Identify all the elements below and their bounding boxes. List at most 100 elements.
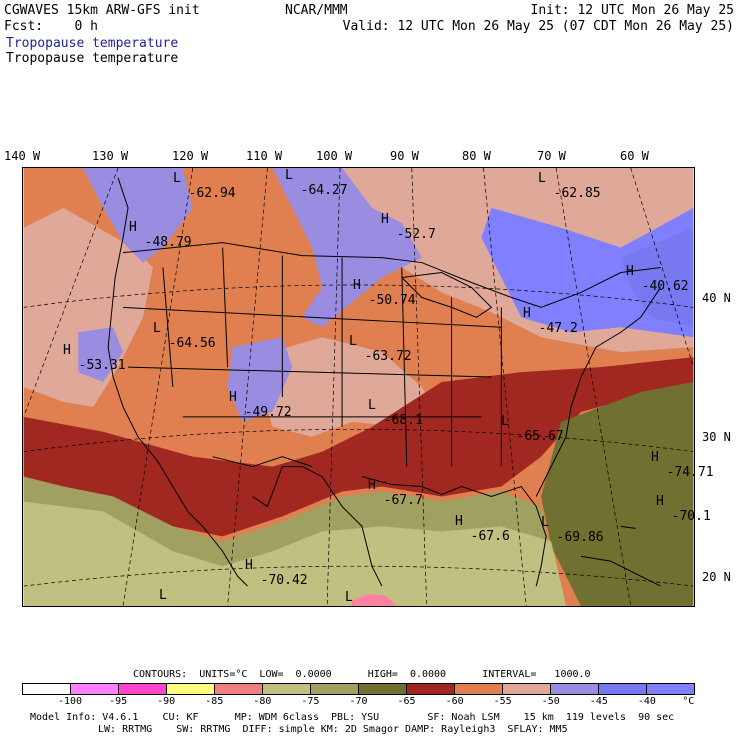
lon-label: 70 W [537,149,566,163]
colorbar-label: -90 [157,696,176,707]
coastline [202,526,248,587]
lat-label: 30 N [702,430,731,444]
contour-info: CONTOURS: UNITS=°C LOW= 0.0000 HIGH= 0.0… [133,669,591,680]
longitude-line [326,168,341,606]
lon-label: 60 W [620,149,649,163]
pressure-center-label: H -50.74 [353,278,416,308]
color-region [620,227,694,328]
pressure-center-label: H -67.6 [455,514,510,544]
lon-label: 110 W [246,149,283,163]
country-border [123,242,661,308]
lon-label: 140 W [4,149,41,163]
colorbar-swatch [503,684,551,694]
colorbar-unit: °C [682,696,695,707]
colorbar-label: -100 [58,696,83,707]
pressure-center-label: H -70.1 [656,494,711,524]
forecast-hour: Fcst: 0 h [4,19,98,34]
longitude-line [483,168,527,606]
colorbar-swatch [167,684,215,694]
pressure-center-label: L -62.94 [173,171,236,201]
pressure-center-label: H -40.62 [626,264,689,294]
colorbar-label: -50 [541,696,560,707]
color-region [83,168,193,263]
colorbar-swatch [455,684,503,694]
longitude-line [411,168,428,606]
country-border [212,456,313,468]
lon-label: 90 W [390,149,419,163]
longitude-line [23,168,119,417]
pressure-center-label: L -68.1 [368,398,423,428]
coastline [361,476,547,587]
colorbar-label: -65 [397,696,416,707]
lon-label: 120 W [172,149,209,163]
colorbar-swatch [551,684,599,694]
lon-label: 130 W [92,149,129,163]
colorbar-label: -40 [637,696,656,707]
latitude-line [23,428,694,453]
model-physics: LW: RRTMG SW: RRTMG DIFF: simple KM: 2D … [98,724,568,735]
colorbar-swatch [263,684,311,694]
coastline [535,287,662,497]
colorbar-swatch [119,684,167,694]
color-region [23,501,567,606]
pressure-center-label: H -67.7 [368,478,423,508]
pressure-center-label: H -48.79 [129,220,192,250]
longitude-line [122,168,194,606]
pressure-center-label: L -64.56 [153,321,216,351]
colored-field-label: Tropopause temperature [6,36,179,51]
colorbar-label: -75 [301,696,320,707]
coastline [107,177,204,527]
color-region [541,382,694,606]
colorbar-swatch [23,684,71,694]
pressure-center-label: H -70.42 [245,558,308,588]
coastline [252,466,383,587]
lon-label: 80 W [462,149,491,163]
colorbar-label: -85 [205,696,224,707]
pressure-center-label: L [159,588,167,603]
colorbar-label: -80 [253,696,272,707]
pressure-center-label: L -63.72 [349,334,412,364]
pressure-center-label: H -47.2 [523,306,578,336]
colorbar-swatch [71,684,119,694]
longitude-line [227,168,268,606]
center-name: NCAR/MMM [285,3,348,18]
pressure-center-label: H -49.72 [229,390,292,420]
colorbar-swatch [599,684,647,694]
state-border [123,306,502,418]
contour-field-label: Tropopause temperature [6,51,179,66]
tropopause-temperature-map: L -62.94 L -64.27 L -62.85 H -52.7 H -48… [22,167,714,607]
colorbar-label: -70 [349,696,368,707]
color-region [227,337,293,422]
color-region [23,357,694,537]
model-title: CGWAVES 15km ARW-GFS init [4,3,200,18]
colorbar-swatch [407,684,455,694]
latitude-line [23,284,694,308]
color-region [252,337,442,437]
latitude-line [23,565,694,587]
pressure-center-label: H -52.7 [381,212,436,242]
pressure-center-label: L -64.27 [285,168,348,198]
colorbar-swatch [215,684,263,694]
lat-label: 40 N [702,291,731,305]
lon-label: 100 W [316,149,353,163]
great-lakes [400,272,493,318]
colorbar-label: -55 [493,696,512,707]
colorbar [22,683,695,695]
init-time: Init: 12 UTC Mon 26 May 25 [530,3,735,18]
lat-label: 20 N [702,570,731,584]
longitude-line [555,168,632,606]
color-region [352,594,397,606]
state-border [162,247,502,467]
pressure-center-label: L -62.85 [538,171,601,201]
pressure-center-label: L -65.67 [501,414,564,444]
color-region [272,168,422,328]
colorbar-label: -45 [589,696,608,707]
colorbar-swatch [359,684,407,694]
pressure-center-label: H -74.71 [651,450,714,480]
pressure-center-label: L -69.86 [541,515,604,545]
model-info: Model Info: V4.6.1 CU: KF MP: WDM 6class… [30,712,675,723]
colorbar-label: -95 [109,696,128,707]
pressure-center-label: L [345,590,353,605]
colorbar-swatch [647,684,694,694]
valid-time: Valid: 12 UTC Mon 26 May 25 (07 CDT Mon … [342,19,734,34]
